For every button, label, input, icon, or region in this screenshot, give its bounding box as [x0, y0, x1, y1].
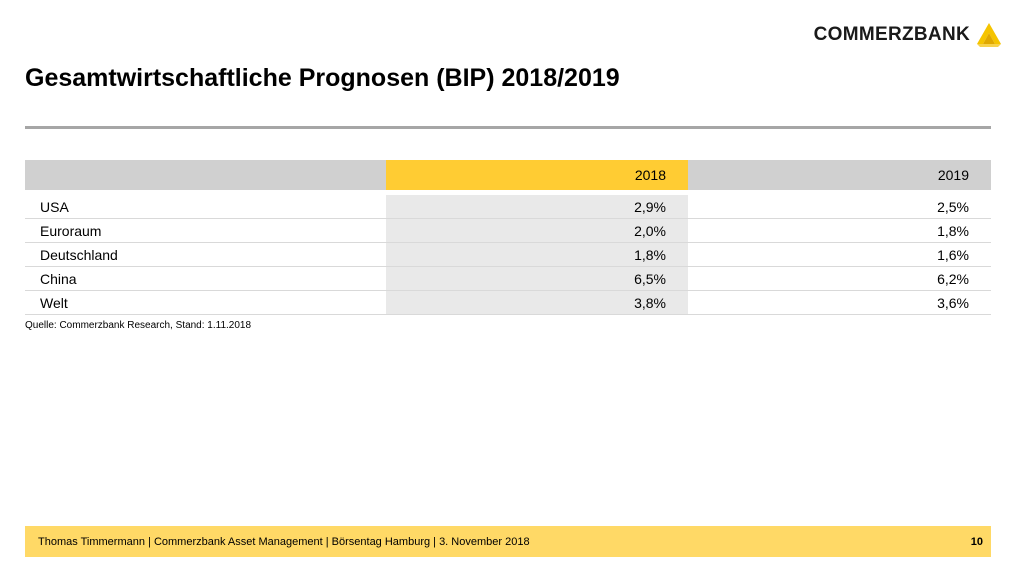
row-label: USA — [25, 190, 386, 219]
value-2019: 6,2% — [688, 266, 991, 291]
value-2018: 2,9% — [386, 190, 688, 219]
value-2018: 6,5% — [386, 266, 688, 291]
value-2019: 1,6% — [688, 242, 991, 267]
value-2018: 3,8% — [386, 290, 688, 315]
commerzbank-ribbon-icon — [977, 23, 1001, 47]
logo-text: COMMERZBANK — [813, 24, 970, 45]
forecast-table: 2018 2019 USA 2,9% 2,5% Euroraum 2,0% 1,… — [25, 160, 991, 315]
header-2018: 2018 — [386, 160, 688, 193]
row-label: China — [25, 266, 386, 291]
table-header-row: 2018 2019 — [25, 160, 991, 193]
value-2019: 3,6% — [688, 290, 991, 315]
page-number: 10 — [970, 535, 983, 548]
table-row: Deutschland 1,8% 1,6% — [25, 242, 991, 267]
footer-text: Thomas Timmermann | Commerzbank Asset Ma… — [38, 535, 530, 548]
value-2019: 1,8% — [688, 218, 991, 243]
row-label: Euroraum — [25, 218, 386, 243]
value-2018: 2,0% — [386, 218, 688, 243]
title-divider — [25, 126, 991, 129]
header-label-cell — [25, 160, 386, 193]
header-2019: 2019 — [688, 160, 991, 193]
table-row: Welt 3,8% 3,6% — [25, 290, 991, 315]
commerzbank-logo: COMMERZBANK — [814, 22, 1002, 48]
table-row: USA 2,9% 2,5% — [25, 190, 991, 219]
row-label: Deutschland — [25, 242, 386, 267]
table-row: Euroraum 2,0% 1,8% — [25, 218, 991, 243]
value-2019: 2,5% — [688, 190, 991, 219]
page-title: Gesamtwirtschaftliche Prognosen (BIP) 20… — [25, 64, 620, 92]
table-row: China 6,5% 6,2% — [25, 266, 991, 291]
footer-bar: Thomas Timmermann | Commerzbank Asset Ma… — [25, 526, 991, 557]
source-note: Quelle: Commerzbank Research, Stand: 1.1… — [25, 320, 252, 331]
row-label: Welt — [25, 290, 386, 315]
value-2018: 1,8% — [386, 242, 688, 267]
